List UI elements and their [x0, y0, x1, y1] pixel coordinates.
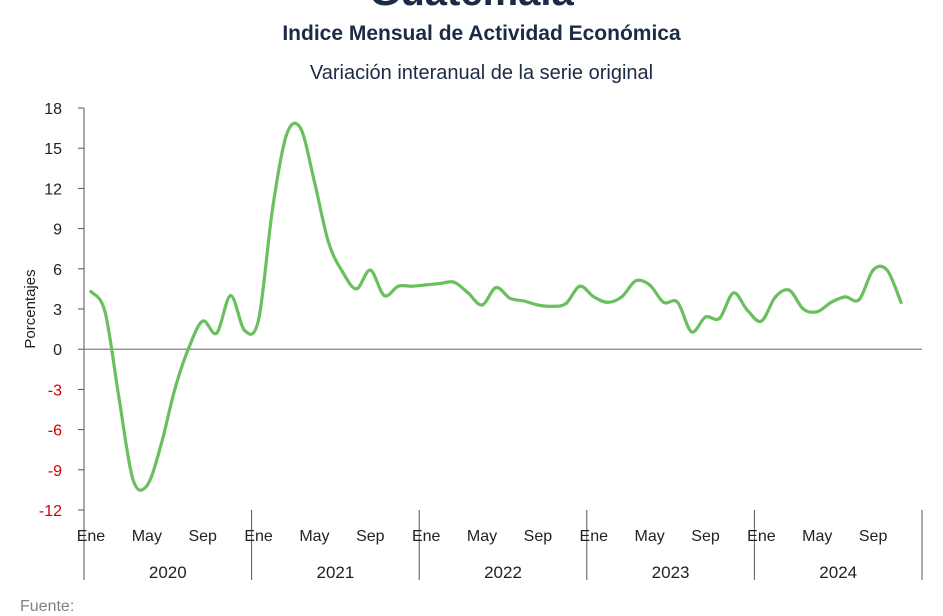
y-tick-label: 12	[44, 181, 62, 198]
series-line	[89, 121, 903, 492]
data-point	[536, 303, 540, 307]
data-point	[522, 299, 526, 303]
data-point	[787, 288, 791, 292]
data-point	[215, 331, 219, 335]
data-point	[871, 268, 875, 272]
data-point	[424, 283, 428, 287]
data-point	[312, 180, 316, 184]
y-tick-label: 6	[53, 262, 62, 279]
data-point	[857, 298, 861, 302]
x-tick-label: May	[467, 528, 497, 545]
x-tick-label: May	[802, 528, 832, 545]
data-point	[243, 328, 247, 332]
x-tick-label: Ene	[580, 528, 609, 545]
data-point	[508, 296, 512, 300]
country-title: Guatemala	[0, 0, 943, 12]
year-label: 2020	[149, 563, 187, 582]
data-point	[159, 444, 163, 448]
y-tick-label: 3	[53, 302, 62, 319]
data-point	[564, 302, 568, 306]
year-label: 2024	[819, 563, 857, 582]
data-point	[731, 291, 736, 295]
y-tick-label: -9	[48, 463, 62, 480]
data-point	[815, 310, 819, 314]
data-point	[829, 300, 833, 304]
data-point	[89, 290, 93, 294]
data-point	[201, 319, 205, 323]
data-point	[271, 206, 275, 211]
data-point	[494, 286, 498, 290]
x-tick-label: Ene	[77, 528, 106, 545]
data-point	[745, 308, 750, 312]
data-point	[634, 279, 638, 283]
data-point	[257, 318, 261, 322]
data-point	[340, 269, 344, 274]
x-tick-label: Sep	[356, 528, 385, 545]
y-tick-label: -3	[48, 382, 62, 399]
data-point	[173, 387, 177, 391]
x-tick-label: Sep	[691, 528, 720, 545]
data-point	[606, 300, 610, 304]
data-point	[885, 268, 889, 272]
y-tick-label: -12	[39, 503, 62, 520]
data-point	[648, 283, 652, 287]
data-point	[662, 300, 666, 304]
data-point	[801, 307, 805, 311]
data-point	[676, 300, 680, 304]
y-axis-label: Porcentajes	[22, 269, 39, 348]
x-tick-label: Ene	[747, 528, 776, 545]
data-point	[689, 330, 694, 334]
y-tick-label: 15	[44, 141, 62, 158]
data-point	[368, 268, 372, 272]
y-tick-label: 18	[44, 101, 62, 118]
data-point	[773, 295, 778, 299]
source-note: Fuente:	[20, 598, 75, 615]
data-point	[843, 295, 847, 299]
year-label: 2023	[652, 563, 690, 582]
data-point	[131, 477, 135, 481]
data-point	[396, 284, 400, 288]
y-tick-label: 0	[53, 342, 62, 359]
data-point	[103, 310, 107, 314]
x-tick-label: Sep	[524, 528, 553, 545]
data-point	[284, 133, 289, 137]
data-point	[117, 395, 121, 399]
x-tick-label: Ene	[244, 528, 273, 545]
data-point	[550, 304, 554, 308]
year-label: 2022	[484, 563, 522, 582]
data-point	[578, 284, 582, 288]
x-tick-label: May	[132, 528, 162, 545]
data-point	[480, 303, 484, 307]
data-point	[466, 291, 470, 295]
data-point	[410, 284, 414, 288]
data-point	[229, 294, 233, 298]
data-point	[703, 315, 708, 319]
x-tick-label: Sep	[188, 528, 217, 545]
data-point	[620, 295, 624, 299]
year-label: 2021	[316, 563, 354, 582]
data-point	[326, 240, 330, 244]
data-point	[187, 346, 191, 350]
y-tick-label: -6	[48, 423, 62, 440]
data-point	[438, 281, 442, 286]
x-tick-label: May	[635, 528, 665, 545]
data-point	[354, 287, 358, 291]
chart-title: Indice Mensual de Actividad Económica	[282, 22, 681, 45]
y-tick-label: 9	[53, 222, 62, 239]
x-tick-label: Ene	[412, 528, 441, 545]
data-point	[899, 300, 903, 304]
x-tick-label: Sep	[859, 528, 888, 545]
data-point	[759, 319, 764, 323]
data-point	[592, 295, 596, 299]
data-point	[145, 484, 149, 488]
data-point	[717, 316, 722, 320]
x-tick-label: May	[299, 528, 329, 545]
data-point	[382, 294, 386, 298]
data-point	[452, 280, 456, 284]
chart-subtitle: Variación interanual de la serie origina…	[309, 62, 654, 84]
data-point	[298, 126, 303, 130]
